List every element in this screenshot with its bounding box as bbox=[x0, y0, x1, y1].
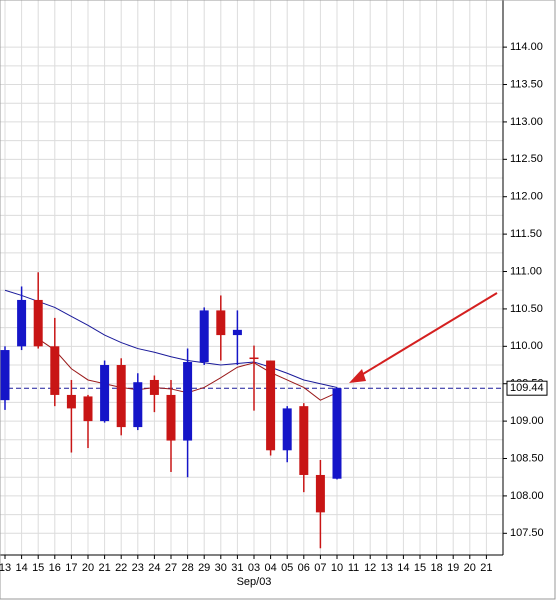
candle-body bbox=[183, 362, 193, 441]
x-tick-label: 20 bbox=[82, 562, 94, 574]
candle-body bbox=[332, 388, 342, 479]
x-tick-label: 23 bbox=[132, 562, 144, 574]
x-tick-label: 19 bbox=[447, 562, 459, 574]
y-tick-label: 112.50 bbox=[510, 153, 543, 165]
x-tick-label: 28 bbox=[181, 562, 193, 574]
candle-body bbox=[315, 474, 325, 513]
x-tick-label: 17 bbox=[65, 562, 77, 574]
x-tick-label: 30 bbox=[215, 562, 227, 574]
candle-body bbox=[199, 310, 209, 363]
x-tick-label: 10 bbox=[331, 562, 343, 574]
x-tick-label: 07 bbox=[314, 562, 326, 574]
x-tick-label: 15 bbox=[32, 562, 44, 574]
x-tick-label: 16 bbox=[49, 562, 61, 574]
candle-body bbox=[33, 299, 43, 347]
candle-body bbox=[266, 360, 276, 451]
candle-body bbox=[100, 365, 110, 422]
x-tick-label: 18 bbox=[430, 562, 442, 574]
x-tick-label: 24 bbox=[148, 562, 160, 574]
x-tick-label: 20 bbox=[464, 562, 476, 574]
candle-body bbox=[83, 396, 93, 422]
candle-body bbox=[50, 346, 60, 395]
y-tick-label: 113.00 bbox=[510, 116, 543, 128]
candle-body bbox=[232, 329, 242, 336]
x-tick-label: 21 bbox=[480, 562, 492, 574]
x-tick-label: 14 bbox=[397, 562, 409, 574]
arrow bbox=[349, 292, 498, 383]
y-tick-label: 113.50 bbox=[510, 78, 543, 90]
x-tick-label: 04 bbox=[264, 562, 276, 574]
y-tick-label: 112.00 bbox=[510, 191, 543, 203]
y-tick-label: 110.00 bbox=[510, 340, 543, 352]
x-tick-label: 11 bbox=[348, 562, 359, 574]
last-price-box bbox=[506, 380, 548, 396]
month-label: Sep/03 bbox=[237, 576, 272, 588]
y-tick-label: 114.00 bbox=[510, 41, 543, 53]
candle-body bbox=[116, 365, 126, 428]
x-tick-label: 03 bbox=[248, 562, 260, 574]
y-tick-label: 108.50 bbox=[510, 452, 544, 464]
y-tick-label: 111.00 bbox=[510, 265, 542, 277]
y-tick-label: 110.50 bbox=[510, 303, 543, 315]
candle-body bbox=[282, 408, 292, 451]
candle-body bbox=[249, 357, 259, 360]
x-tick-label: 22 bbox=[115, 562, 127, 574]
candle-body bbox=[17, 299, 27, 347]
x-tick-label: 12 bbox=[364, 562, 376, 574]
candle-body bbox=[149, 379, 159, 395]
candle-body bbox=[133, 382, 143, 428]
x-tick-label: 15 bbox=[414, 562, 426, 574]
y-tick-label: 108.00 bbox=[510, 490, 544, 502]
y-tick-label: 107.50 bbox=[510, 527, 544, 539]
x-tick-label: 05 bbox=[281, 562, 293, 574]
x-tick-label: 29 bbox=[198, 562, 210, 574]
y-tick-label: 109.00 bbox=[510, 415, 544, 427]
last-price-label: 109.44 bbox=[510, 382, 544, 394]
x-tick-label: 13 bbox=[0, 562, 11, 574]
x-tick-label: 06 bbox=[298, 562, 310, 574]
moving-average bbox=[4, 289, 338, 388]
y-tick-label: 111.50 bbox=[510, 228, 542, 240]
candle-body bbox=[299, 406, 309, 475]
candle-body bbox=[216, 310, 226, 336]
x-tick-label: 21 bbox=[98, 562, 110, 574]
x-tick-label: 13 bbox=[381, 562, 393, 574]
x-tick-label: 27 bbox=[165, 562, 177, 574]
candle-body bbox=[166, 394, 176, 441]
candle-body bbox=[0, 350, 10, 401]
candle-body bbox=[66, 394, 76, 409]
x-tick-label: 31 bbox=[231, 562, 243, 574]
x-tick-label: 14 bbox=[15, 562, 27, 574]
